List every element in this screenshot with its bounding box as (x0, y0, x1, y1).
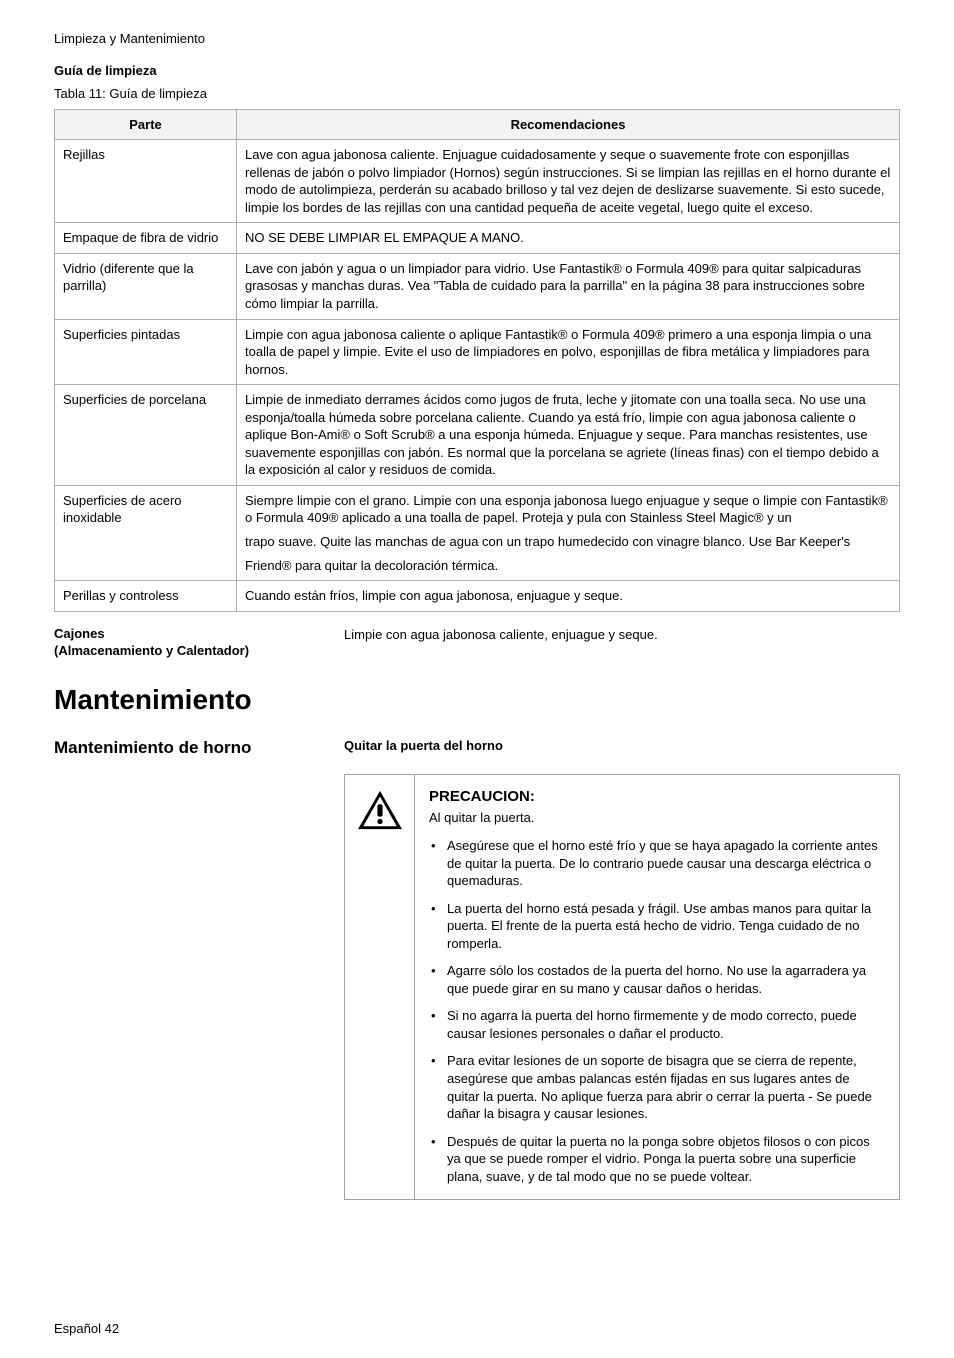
cell-rec: Cuando están fríos, limpie con agua jabo… (237, 581, 900, 612)
table-row: Superficies de acero inoxidableSiempre l… (55, 485, 900, 580)
cell-part: Vidrio (diferente que la parrilla) (55, 253, 237, 319)
cell-rec: Lave con agua jabonosa caliente. Enjuagu… (237, 140, 900, 223)
table-row: Superficies de porcelanaLimpie de inmedi… (55, 385, 900, 486)
col-header-rec: Recomendaciones (237, 109, 900, 140)
cell-rec: Limpie con agua jabonosa caliente o apli… (237, 319, 900, 385)
drawers-text: Limpie con agua jabonosa caliente, enjua… (344, 626, 900, 660)
cell-part: Superficies de acero inoxidable (55, 485, 237, 580)
cell-rec: Lave con jabón y agua o un limpiador par… (237, 253, 900, 319)
maint-subheading: Mantenimiento de horno (54, 737, 344, 760)
warning-icon (345, 775, 415, 1199)
table-row: Empaque de fibra de vidrioNO SE DEBE LIM… (55, 223, 900, 254)
maint-row: Mantenimiento de horno Quitar la puerta … (54, 737, 900, 760)
caution-item: Para evitar lesiones de un soporte de bi… (447, 1052, 885, 1122)
table-row: Perillas y controlessCuando están fríos,… (55, 581, 900, 612)
col-header-part: Parte (55, 109, 237, 140)
drawers-label: Cajones (Almacenamiento y Calentador) (54, 626, 344, 660)
cell-part: Superficies de porcelana (55, 385, 237, 486)
caution-list: Asegúrese que el horno esté frío y que s… (429, 837, 885, 1185)
drawers-row: Cajones (Almacenamiento y Calentador) Li… (54, 626, 900, 660)
cell-part: Empaque de fibra de vidrio (55, 223, 237, 254)
cell-rec: Limpie de inmediato derrames ácidos como… (237, 385, 900, 486)
table-row: Superficies pintadasLimpie con agua jabo… (55, 319, 900, 385)
table-row: RejillasLave con agua jabonosa caliente.… (55, 140, 900, 223)
cell-rec: Siempre limpie con el grano. Limpie con … (237, 485, 900, 580)
caution-item: La puerta del horno está pesada y frágil… (447, 900, 885, 953)
cell-rec: NO SE DEBE LIMPIAR EL EMPAQUE A MANO. (237, 223, 900, 254)
cell-part: Superficies pintadas (55, 319, 237, 385)
cell-part: Rejillas (55, 140, 237, 223)
cell-part: Perillas y controless (55, 581, 237, 612)
main-heading: Mantenimiento (54, 681, 900, 719)
page-footer: Español 42 (54, 1320, 900, 1338)
caution-box: PRECAUCION: Al quitar la puerta. Asegúre… (344, 774, 900, 1200)
caution-title: PRECAUCION: (429, 787, 885, 807)
table-row: Vidrio (diferente que la parrilla)Lave c… (55, 253, 900, 319)
caution-item: Si no agarra la puerta del horno firmeme… (447, 1007, 885, 1042)
maint-right-title: Quitar la puerta del horno (344, 737, 503, 755)
caution-item: Asegúrese que el horno esté frío y que s… (447, 837, 885, 890)
caution-sub: Al quitar la puerta. (429, 809, 885, 827)
breadcrumb: Limpieza y Mantenimiento (54, 30, 900, 48)
cleaning-table: Parte Recomendaciones RejillasLave con a… (54, 109, 900, 612)
table-caption: Tabla 11: Guía de limpieza (54, 85, 900, 103)
caution-item: Después de quitar la puerta no la ponga … (447, 1133, 885, 1186)
caution-item: Agarre sólo los costados de la puerta de… (447, 962, 885, 997)
section-title: Guía de limpieza (54, 62, 900, 80)
